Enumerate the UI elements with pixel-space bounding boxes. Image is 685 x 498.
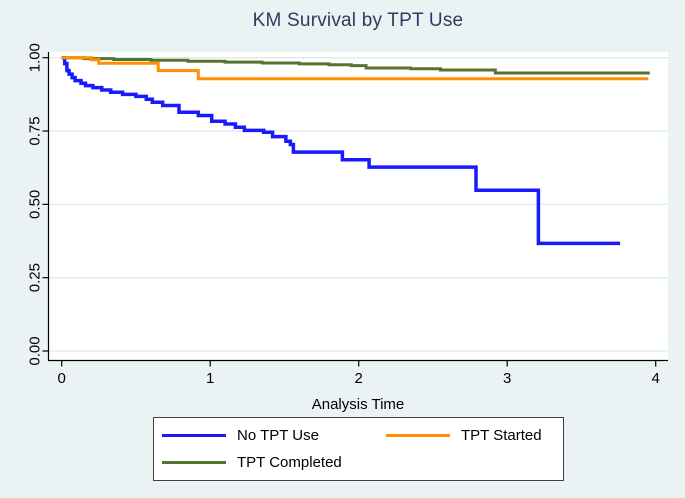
x-axis-ticks: 0 1 2 3 4 xyxy=(58,360,660,387)
y-tick-label-0.25: 0.25 xyxy=(27,263,44,292)
legend-swatch-tpt-completed xyxy=(162,461,226,465)
km-curve-no-tpt-use xyxy=(61,55,621,246)
legend-row-2: TPT Completed xyxy=(162,451,563,475)
legend-item-tpt-completed: TPT Completed xyxy=(162,454,386,471)
km-curve-tpt-completed xyxy=(61,56,650,75)
plot-area xyxy=(48,52,668,361)
legend-box: No TPT Use TPT Started TPT Completed xyxy=(153,417,564,481)
x-tick-label-3: 3 xyxy=(503,370,511,387)
x-tick-label-4: 4 xyxy=(652,370,660,387)
legend-row-1: No TPT Use TPT Started xyxy=(162,423,563,447)
grid-lines xyxy=(48,57,668,352)
km-curve-tpt-started xyxy=(61,56,649,81)
legend-item-tpt-started: TPT Started xyxy=(386,427,542,444)
legend-label-tpt-started: TPT Started xyxy=(461,426,542,444)
legend-label-no-tpt-use: No TPT Use xyxy=(237,426,319,444)
x-tick-label-0: 0 xyxy=(58,370,66,387)
legend-label-tpt-completed: TPT Completed xyxy=(237,454,342,472)
y-tick-label-0.00: 0.00 xyxy=(27,336,44,365)
y-axis-ticks: 0.00 0.25 0.50 0.75 1.00 xyxy=(27,43,49,366)
legend-item-no-tpt-use: No TPT Use xyxy=(162,427,386,444)
y-tick-label-0.50: 0.50 xyxy=(27,190,44,219)
x-axis-title: Analysis Time xyxy=(311,396,405,413)
y-tick-label-0.75: 0.75 xyxy=(27,116,44,145)
survival-curves xyxy=(61,55,650,246)
chart-title: KM Survival by TPT Use xyxy=(252,10,464,31)
y-tick-label-1.00: 1.00 xyxy=(27,43,44,72)
legend-swatch-no-tpt-use xyxy=(162,433,226,437)
legend-swatch-tpt-started xyxy=(386,433,450,437)
x-tick-label-2: 2 xyxy=(355,370,363,387)
x-tick-label-1: 1 xyxy=(206,370,214,387)
